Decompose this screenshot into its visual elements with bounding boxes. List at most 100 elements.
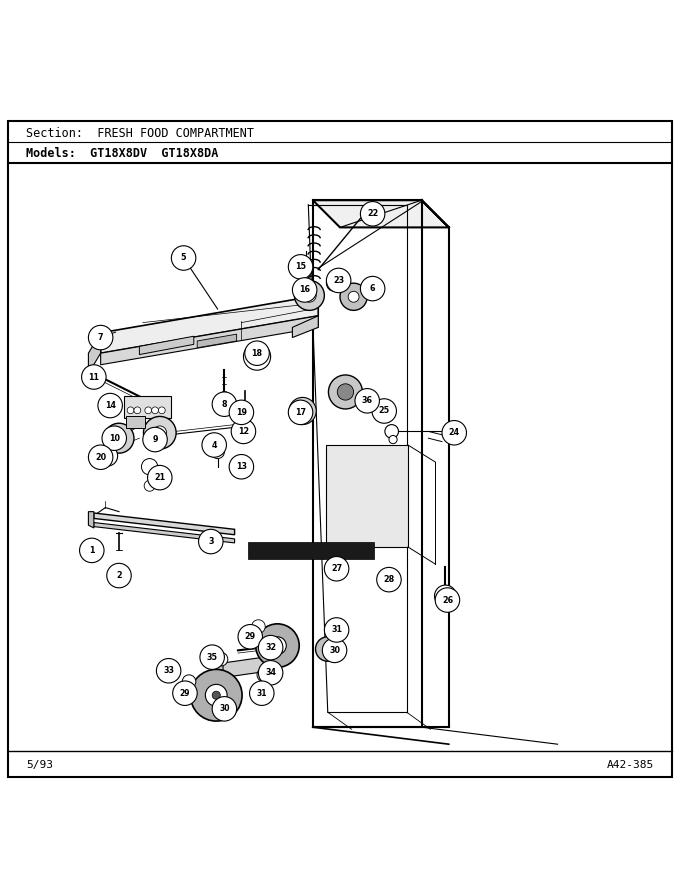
Text: 16: 16 xyxy=(299,286,310,295)
Polygon shape xyxy=(94,522,235,543)
Text: 31: 31 xyxy=(256,689,267,698)
Circle shape xyxy=(256,624,299,668)
Circle shape xyxy=(200,645,224,669)
Circle shape xyxy=(435,587,460,612)
Text: 6: 6 xyxy=(370,284,375,293)
Bar xyxy=(248,542,374,559)
Text: 36: 36 xyxy=(362,396,373,405)
Text: 9: 9 xyxy=(152,435,158,444)
Circle shape xyxy=(257,668,271,682)
Circle shape xyxy=(127,407,134,414)
Circle shape xyxy=(143,417,176,449)
Circle shape xyxy=(97,446,118,466)
Circle shape xyxy=(88,326,113,350)
Circle shape xyxy=(372,399,396,424)
Text: 8: 8 xyxy=(222,400,227,409)
Polygon shape xyxy=(94,513,235,535)
Text: 18: 18 xyxy=(252,349,262,358)
Circle shape xyxy=(148,465,172,490)
Circle shape xyxy=(326,268,351,293)
Circle shape xyxy=(156,659,181,683)
Polygon shape xyxy=(101,295,318,353)
Circle shape xyxy=(377,568,401,592)
Bar xyxy=(126,416,145,428)
Text: 5/93: 5/93 xyxy=(26,759,53,770)
Circle shape xyxy=(258,660,283,685)
Text: 12: 12 xyxy=(238,427,249,436)
Text: 33: 33 xyxy=(163,667,174,676)
Circle shape xyxy=(82,365,106,389)
Text: 24: 24 xyxy=(449,428,460,437)
Circle shape xyxy=(173,681,197,706)
Text: 30: 30 xyxy=(329,646,340,655)
Text: 28: 28 xyxy=(384,575,394,584)
Circle shape xyxy=(389,435,397,443)
Circle shape xyxy=(212,697,237,721)
Circle shape xyxy=(214,652,228,666)
Circle shape xyxy=(102,426,126,450)
Circle shape xyxy=(288,255,313,279)
Circle shape xyxy=(348,291,359,303)
Circle shape xyxy=(385,425,398,438)
Circle shape xyxy=(245,341,269,366)
Circle shape xyxy=(212,692,220,700)
Circle shape xyxy=(324,618,349,643)
Polygon shape xyxy=(101,316,318,365)
Circle shape xyxy=(88,445,113,470)
Text: 26: 26 xyxy=(442,595,453,604)
Polygon shape xyxy=(88,512,94,528)
Text: 11: 11 xyxy=(88,373,99,382)
Text: 25: 25 xyxy=(379,407,390,416)
Text: 29: 29 xyxy=(180,689,190,698)
Text: Section:  FRESH FOOD COMPARTMENT: Section: FRESH FOOD COMPARTMENT xyxy=(26,127,254,140)
Circle shape xyxy=(254,683,265,693)
Circle shape xyxy=(274,643,281,649)
Circle shape xyxy=(229,400,254,425)
Bar xyxy=(124,396,171,417)
Text: 23: 23 xyxy=(333,276,344,285)
Text: 3: 3 xyxy=(208,537,214,546)
Polygon shape xyxy=(292,316,318,337)
Circle shape xyxy=(360,201,385,226)
Circle shape xyxy=(153,426,167,440)
Polygon shape xyxy=(216,657,271,677)
Circle shape xyxy=(145,407,152,414)
Circle shape xyxy=(211,445,224,458)
Circle shape xyxy=(269,636,286,654)
Circle shape xyxy=(442,420,466,445)
Circle shape xyxy=(152,407,158,414)
Text: 32: 32 xyxy=(265,643,276,652)
Text: 10: 10 xyxy=(109,433,120,442)
Polygon shape xyxy=(313,200,449,228)
Circle shape xyxy=(297,406,308,417)
Circle shape xyxy=(340,283,367,311)
Circle shape xyxy=(98,393,122,417)
Circle shape xyxy=(288,400,313,425)
Circle shape xyxy=(337,384,354,400)
Circle shape xyxy=(206,437,222,453)
Text: 34: 34 xyxy=(265,668,276,677)
Circle shape xyxy=(292,278,317,303)
Text: 22: 22 xyxy=(367,209,378,218)
Text: 4: 4 xyxy=(211,441,217,449)
Circle shape xyxy=(171,246,196,271)
Circle shape xyxy=(103,452,112,460)
Circle shape xyxy=(205,684,227,706)
Circle shape xyxy=(294,280,324,311)
Text: 15: 15 xyxy=(295,263,306,271)
Circle shape xyxy=(435,585,456,607)
Circle shape xyxy=(134,407,141,414)
Text: 35: 35 xyxy=(207,652,218,661)
Circle shape xyxy=(322,638,347,662)
Text: 19: 19 xyxy=(236,408,247,417)
Circle shape xyxy=(104,424,134,453)
Text: 14: 14 xyxy=(105,401,116,410)
Text: 13: 13 xyxy=(236,462,247,472)
Circle shape xyxy=(190,669,242,721)
Text: 29: 29 xyxy=(245,632,256,642)
Circle shape xyxy=(80,538,104,562)
Text: 31: 31 xyxy=(331,626,342,635)
Text: A42-385: A42-385 xyxy=(607,759,654,770)
Polygon shape xyxy=(216,664,223,689)
Circle shape xyxy=(328,375,362,409)
